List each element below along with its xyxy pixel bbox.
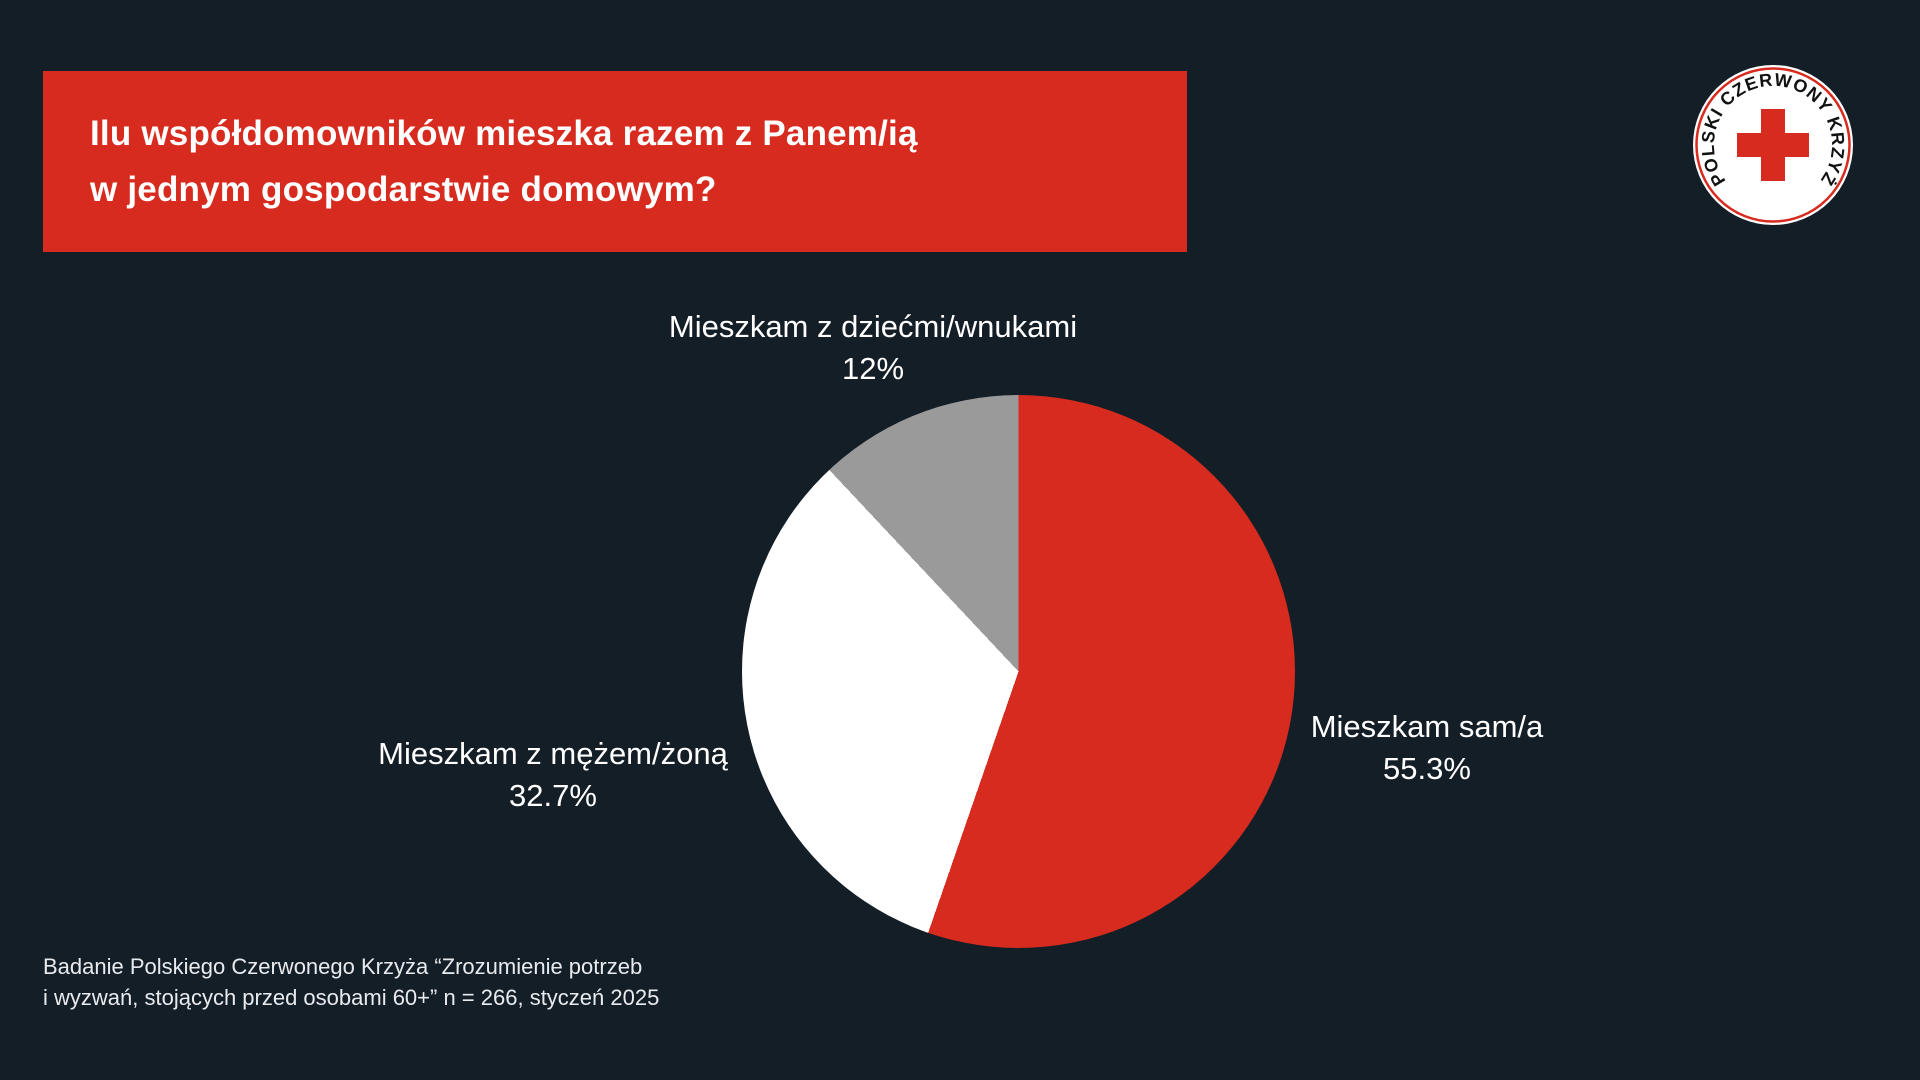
pck-logo: POLSKI CZERWONY KRZYŻ	[1693, 65, 1853, 225]
slice-label-sam: Mieszkam sam/a 55.3%	[1311, 706, 1544, 790]
source-note-line-2: i wyzwań, stojących przed osobami 60+” n…	[43, 985, 660, 1010]
red-cross-icon	[1737, 109, 1809, 181]
slice-value: 12%	[841, 351, 905, 386]
slice-name: Mieszkam z dziećmi/wnukami	[668, 309, 1078, 344]
slice-name: Mieszkam z mężem/żoną	[378, 736, 728, 771]
slice-name: Mieszkam sam/a	[1310, 709, 1544, 744]
pie-chart	[742, 395, 1295, 948]
source-note: Badanie Polskiego Czerwonego Krzyża “Zro…	[43, 951, 659, 1013]
page-title-line-1: Ilu współdomowników mieszka razem z Pane…	[90, 113, 918, 153]
source-note-line-1: Badanie Polskiego Czerwonego Krzyża “Zro…	[43, 954, 643, 979]
slice-value: 55.3%	[1383, 751, 1471, 786]
slice-label-dzieci-wnuki: Mieszkam z dziećmi/wnukami 12%	[669, 306, 1077, 390]
page-title-line-2: w jednym gospodarstwie domowym?	[90, 169, 717, 209]
question-banner: Ilu współdomowników mieszka razem z Pane…	[43, 71, 1187, 252]
slice-value: 32.7%	[509, 778, 597, 813]
slice-label-maz-zona: Mieszkam z mężem/żoną 32.7%	[378, 733, 728, 817]
logo-ring	[1695, 67, 1851, 223]
